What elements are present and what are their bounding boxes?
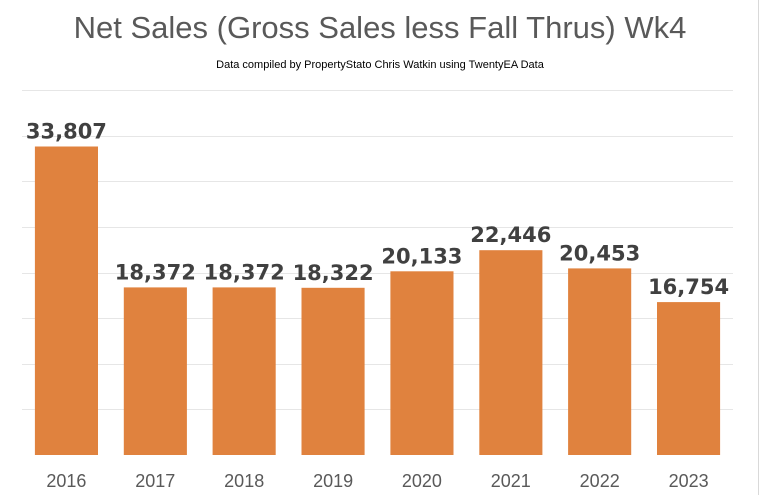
bar-2021 (479, 250, 543, 455)
data-label-2020: 20,133 (381, 244, 462, 268)
bar-2018 (212, 287, 276, 455)
x-tick-label-2021: 2021 (491, 471, 531, 491)
bar-2020 (390, 271, 454, 455)
bars (34, 146, 721, 455)
data-label-2018: 18,372 (204, 260, 285, 284)
data-labels: 33,807 18,372 18,372 18,322 20,133 22,446 20,4… (26, 120, 729, 300)
chart-subtitle: Data compiled by PropertyStato Chris Wat… (216, 59, 545, 71)
x-tick-label-2022: 2022 (580, 471, 620, 491)
x-tick-label-2017: 2017 (135, 471, 175, 491)
data-label-2022: 20,453 (559, 241, 640, 265)
data-label-2021: 22,446 (470, 223, 551, 247)
bar-2019 (301, 287, 365, 455)
bar-2016 (34, 146, 98, 455)
x-tick-label-2023: 2023 (669, 471, 709, 491)
bar-2023 (657, 302, 721, 455)
x-axis-tick-labels: 2016 2017 2018 2019 2020 2021 2022 2023 (46, 471, 708, 491)
data-label-2019: 18,322 (293, 261, 374, 285)
x-tick-label-2018: 2018 (224, 471, 264, 491)
chart-title: Net Sales (Gross Sales less Fall Thrus) … (74, 10, 687, 45)
data-label-2016: 33,807 (26, 120, 107, 144)
data-label-2023: 16,754 (648, 275, 729, 299)
bar-2017 (123, 287, 187, 455)
x-tick-label-2019: 2019 (313, 471, 353, 491)
x-tick-label-2020: 2020 (402, 471, 442, 491)
data-label-2017: 18,372 (115, 260, 196, 284)
bar-2022 (568, 268, 632, 455)
x-tick-label-2016: 2016 (46, 471, 86, 491)
